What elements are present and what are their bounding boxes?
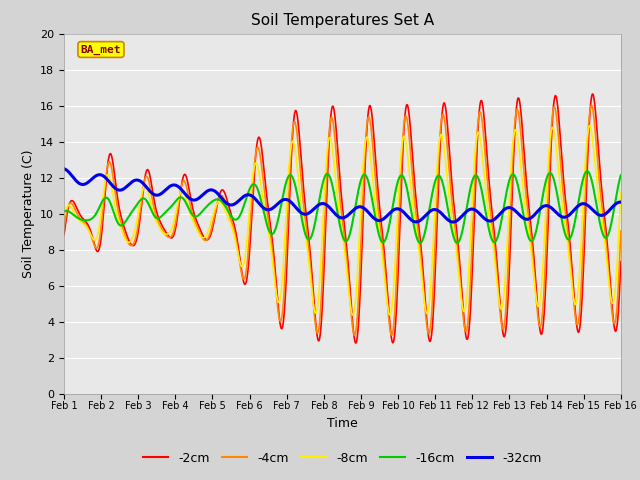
X-axis label: Time: Time (327, 417, 358, 430)
Title: Soil Temperatures Set A: Soil Temperatures Set A (251, 13, 434, 28)
Y-axis label: Soil Temperature (C): Soil Temperature (C) (22, 149, 35, 278)
Text: BA_met: BA_met (81, 44, 121, 55)
Legend: -2cm, -4cm, -8cm, -16cm, -32cm: -2cm, -4cm, -8cm, -16cm, -32cm (138, 447, 547, 469)
